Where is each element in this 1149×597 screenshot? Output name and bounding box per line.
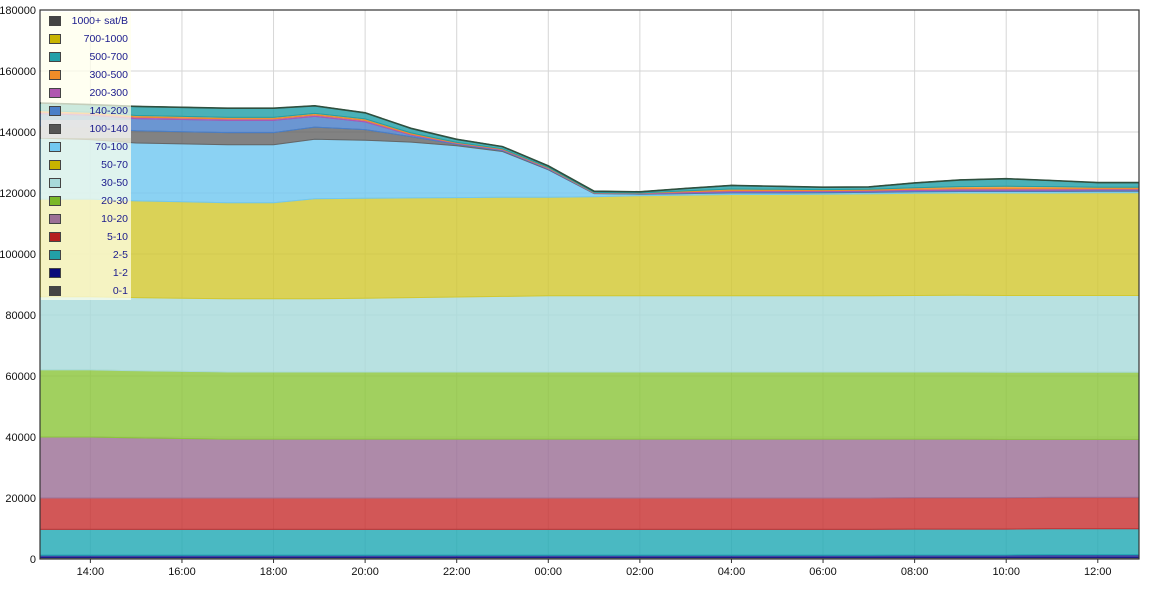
- legend-swatch: [49, 286, 61, 296]
- legend-item[interactable]: 140-200: [41, 102, 131, 120]
- legend-swatch: [49, 250, 61, 260]
- x-tick-label: 04:00: [718, 566, 746, 578]
- legend-swatch: [49, 70, 61, 80]
- y-tick-label: 120000: [0, 188, 36, 200]
- legend-label: 300-500: [89, 69, 128, 81]
- legend-label: 200-300: [89, 87, 128, 99]
- legend-item[interactable]: 5-10: [41, 228, 131, 246]
- y-tick-label: 60000: [5, 371, 36, 383]
- y-tick-label: 80000: [5, 310, 36, 322]
- x-tick-label: 18:00: [260, 566, 288, 578]
- x-tick-label: 06:00: [809, 566, 837, 578]
- plot-frame: [39, 9, 1140, 560]
- area-series-10-20[interactable]: [39, 436, 1140, 499]
- legend-swatch: [49, 34, 61, 44]
- legend-swatch: [49, 214, 61, 224]
- legend-swatch: [49, 178, 61, 188]
- x-tick-label: 10:00: [992, 566, 1020, 578]
- legend-item[interactable]: 1000+ sat/B: [41, 12, 131, 30]
- legend-item[interactable]: 70-100: [41, 138, 131, 156]
- legend-swatch: [49, 232, 61, 242]
- legend-item[interactable]: 50-70: [41, 156, 131, 174]
- legend-label: 1-2: [112, 267, 128, 279]
- legend-item[interactable]: 1-2: [41, 264, 131, 282]
- legend-label: 2-5: [112, 249, 128, 261]
- legend-label: 140-200: [89, 105, 128, 117]
- legend-item[interactable]: 0-1: [41, 282, 131, 300]
- total-outline: [39, 102, 1139, 193]
- legend-swatch: [49, 124, 61, 134]
- area-series-20-30[interactable]: [39, 369, 1140, 440]
- y-tick-label: 40000: [5, 432, 36, 444]
- legend-swatch: [49, 142, 61, 152]
- legend-label: 50-70: [101, 159, 128, 171]
- area-series-2-5[interactable]: [39, 528, 1140, 556]
- legend-label: 0-1: [112, 285, 128, 297]
- area-series-50-70[interactable]: [39, 192, 1140, 300]
- legend-item[interactable]: 10-20: [41, 210, 131, 228]
- legend-label: 100-140: [89, 123, 128, 135]
- legend-label: 10-20: [101, 213, 128, 225]
- legend-swatch: [49, 268, 61, 278]
- y-tick-label: 180000: [0, 5, 36, 17]
- legend-item[interactable]: 300-500: [41, 66, 131, 84]
- legend-label: 1000+ sat/B: [71, 15, 128, 27]
- legend-label: 70-100: [95, 141, 128, 153]
- legend-swatch: [49, 16, 61, 26]
- legend: 1000+ sat/B 700-1000 500-700 300-500 200-300…: [41, 12, 131, 300]
- legend-swatch: [49, 52, 61, 62]
- area-series-5-10[interactable]: [39, 496, 1140, 530]
- legend-item[interactable]: 700-1000: [41, 30, 131, 48]
- legend-swatch: [49, 196, 61, 206]
- y-tick-label: 160000: [0, 66, 36, 78]
- area-series-30-50[interactable]: [39, 294, 1140, 373]
- x-tick-label: 02:00: [626, 566, 654, 578]
- legend-item[interactable]: 200-300: [41, 84, 131, 102]
- y-tick-label: 20000: [5, 493, 36, 505]
- y-tick-label: 140000: [0, 127, 36, 139]
- legend-label: 700-1000: [83, 33, 128, 45]
- legend-swatch: [49, 88, 61, 98]
- x-tick-label: 00:00: [535, 566, 563, 578]
- legend-label: 500-700: [89, 51, 128, 63]
- x-tick-label: 16:00: [168, 566, 196, 578]
- x-tick-label: 08:00: [901, 566, 929, 578]
- y-tick-label: 0: [30, 554, 36, 566]
- legend-item[interactable]: 2-5: [41, 246, 131, 264]
- y-tick-label: 100000: [0, 249, 36, 261]
- legend-label: 20-30: [101, 195, 128, 207]
- legend-item[interactable]: 30-50: [41, 174, 131, 192]
- legend-swatch: [49, 160, 61, 170]
- x-tick-label: 14:00: [77, 566, 105, 578]
- x-tick-label: 22:00: [443, 566, 471, 578]
- legend-item[interactable]: 500-700: [41, 48, 131, 66]
- legend-item[interactable]: 100-140: [41, 120, 131, 138]
- legend-item[interactable]: 20-30: [41, 192, 131, 210]
- legend-label: 30-50: [101, 177, 128, 189]
- legend-label: 5-10: [106, 231, 128, 243]
- x-tick-label: 20:00: [351, 566, 379, 578]
- x-tick-label: 12:00: [1084, 566, 1112, 578]
- legend-swatch: [49, 106, 61, 116]
